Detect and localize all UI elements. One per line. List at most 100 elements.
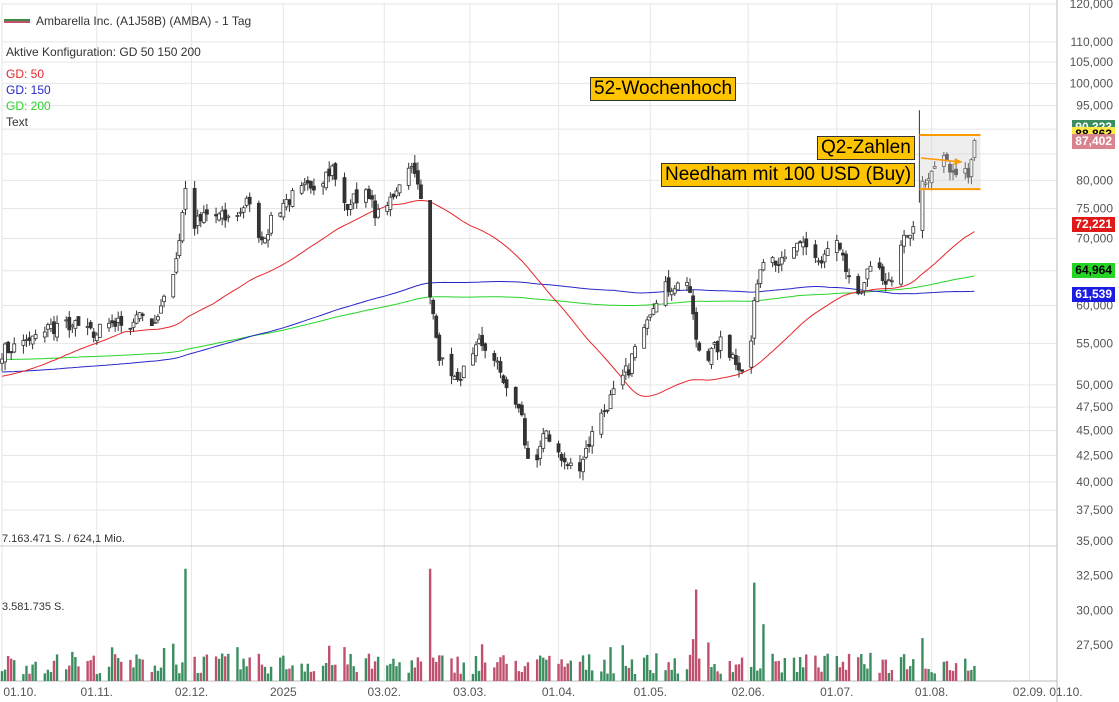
volume-bar: [28, 673, 31, 681]
volume-tick-label: 30,000: [1076, 603, 1113, 617]
candles: [0, 110, 977, 481]
volume-bar: [324, 662, 328, 681]
volume-bar: [609, 647, 612, 681]
candle-body: [458, 378, 463, 381]
volume-bar: [428, 568, 432, 681]
candle-body: [544, 430, 549, 439]
candle-body: [269, 214, 274, 234]
candle-body: [42, 331, 47, 338]
annotation-q2-zahlen[interactable]: Q2-Zahlen: [817, 136, 915, 160]
candle-body: [94, 334, 99, 342]
ma200-line: [2, 275, 975, 360]
candle-body: [302, 182, 307, 186]
candle-body: [932, 166, 937, 169]
candle-body: [64, 319, 69, 322]
candle-body: [813, 244, 818, 258]
volume-bar: [224, 656, 227, 681]
candle-body: [204, 209, 209, 215]
x-tick-label: 01.08.: [915, 685, 948, 699]
candle-body: [30, 335, 35, 345]
volume-bar: [710, 667, 713, 681]
candle-body: [67, 317, 72, 331]
legend-text[interactable]: Text: [6, 115, 29, 129]
annotation-52-wochenhoch[interactable]: 52-Wochenhoch: [590, 77, 737, 101]
volume-bar: [321, 665, 325, 681]
candle-body: [162, 295, 166, 303]
volume-bar: [288, 668, 291, 681]
candle-body: [825, 248, 830, 256]
volume-bar: [646, 654, 649, 681]
candle-body: [180, 212, 185, 242]
volume-bar: [860, 654, 863, 681]
candle-body: [308, 181, 313, 189]
candle-body: [770, 257, 775, 263]
volume-bar: [477, 670, 481, 681]
y-tick-label: 55,000: [1076, 336, 1113, 350]
volume-bar: [217, 658, 221, 681]
candle-body: [97, 323, 102, 338]
volume-bar: [569, 660, 572, 681]
candle-body: [584, 447, 588, 458]
volume-bar: [162, 647, 166, 681]
candle-body: [837, 242, 842, 250]
volume-bar: [777, 660, 780, 681]
volume-bar: [43, 673, 47, 681]
candle-body: [113, 320, 118, 327]
candle-body: [877, 262, 882, 269]
volume-bar: [129, 659, 132, 681]
candle-body: [305, 180, 310, 184]
candle-body: [761, 262, 766, 271]
y-tick-label: 47,500: [1076, 400, 1113, 414]
volume-bar: [881, 659, 884, 681]
candle-body: [948, 163, 952, 173]
volume-bar: [285, 669, 288, 681]
volume-bar: [954, 663, 958, 681]
candle-body: [281, 202, 286, 218]
volume-bar: [505, 663, 508, 681]
legend-ma200[interactable]: GD: 200: [6, 99, 51, 113]
candle-body: [847, 275, 851, 278]
candle-body: [492, 353, 497, 361]
annotation-needham[interactable]: Needham mit 100 USD (Buy): [661, 163, 916, 187]
volume-bar: [376, 656, 380, 681]
candle-body: [171, 273, 176, 298]
moving-averages: [1, 199, 975, 397]
x-tick-label: 02.09.: [1013, 685, 1046, 699]
volume-bar: [199, 672, 202, 681]
legend-ma50[interactable]: GD: 50: [6, 67, 45, 81]
candle-body: [0, 358, 4, 364]
volume-bar: [438, 655, 441, 681]
volume-bar: [691, 639, 695, 681]
volume-bar: [566, 663, 569, 681]
candle-body: [223, 209, 228, 221]
candle-body: [899, 244, 903, 285]
volume-bar: [548, 655, 551, 681]
legend-ma150[interactable]: GD: 150: [6, 83, 51, 97]
volume-bar: [92, 655, 95, 681]
candle-body: [174, 258, 179, 273]
y-tick-label: 70,000: [1076, 231, 1113, 245]
volume-bar: [844, 669, 848, 681]
volume-bar: [483, 662, 487, 681]
volume-bar: [205, 654, 209, 681]
candle-body: [578, 462, 582, 472]
candle-body: [819, 260, 824, 264]
volume-bar: [34, 661, 37, 681]
volume-bar: [395, 666, 398, 681]
volume-bar: [970, 669, 973, 681]
candle-body: [954, 168, 958, 176]
candle-body: [691, 295, 696, 315]
volume-bar: [260, 664, 264, 681]
volume-bar: [792, 657, 796, 681]
candle-body: [801, 241, 806, 248]
volume-bar: [352, 666, 355, 681]
candle-body: [666, 277, 671, 293]
volume-bar: [670, 669, 673, 681]
candle-body: [929, 170, 934, 184]
candle-body: [278, 212, 283, 217]
volume-bar: [120, 661, 123, 681]
chart-type-icon: [4, 19, 30, 23]
candle-body: [718, 336, 723, 351]
candle-body: [737, 362, 741, 371]
volume-bar: [214, 656, 218, 681]
